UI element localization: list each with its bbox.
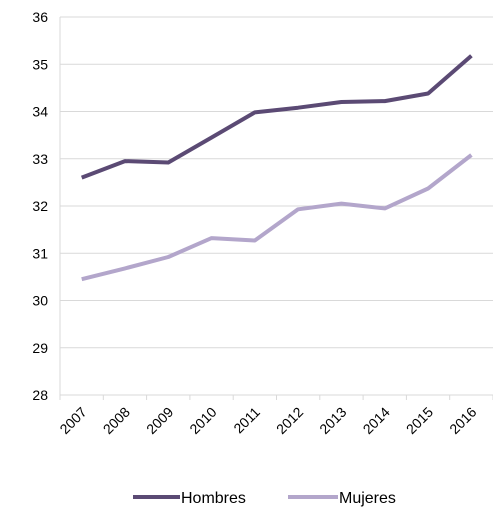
x-tick-label: 2014 bbox=[360, 404, 393, 437]
x-tick-label: 2012 bbox=[273, 404, 306, 437]
y-tick-label: 28 bbox=[32, 387, 48, 403]
x-tick-label: 2013 bbox=[316, 404, 349, 437]
axes bbox=[59, 17, 493, 400]
legend-item-mujeres: Mujeres bbox=[288, 490, 396, 507]
x-tick-label: 2009 bbox=[143, 404, 176, 437]
y-tick-label: 32 bbox=[32, 198, 48, 214]
y-tick-label: 31 bbox=[32, 245, 48, 261]
x-axis-tick-labels: 2007 2008 2009 2010 2011 2012 2013 2014 2015 2016 bbox=[56, 404, 479, 437]
y-tick-label: 33 bbox=[32, 151, 48, 167]
legend-item-hombres: Hombres bbox=[133, 490, 246, 507]
x-tick-label: 2010 bbox=[186, 404, 219, 437]
series-lines bbox=[80, 54, 473, 282]
series-line-mujeres bbox=[81, 153, 473, 282]
x-tick-label: 2015 bbox=[403, 404, 436, 437]
y-tick-label: 34 bbox=[32, 104, 48, 120]
x-tick-label: 2008 bbox=[100, 404, 133, 437]
y-tick-label: 35 bbox=[32, 56, 48, 72]
y-tick-label: 30 bbox=[32, 293, 48, 309]
x-tick-label: 2007 bbox=[56, 404, 89, 437]
series-line-hombres bbox=[80, 54, 473, 180]
x-tick-label: 2016 bbox=[446, 404, 479, 437]
y-tick-label: 29 bbox=[32, 340, 48, 356]
x-tick-label: 2011 bbox=[230, 404, 263, 437]
grid-lines bbox=[60, 16, 493, 349]
y-axis-tick-labels: 28 29 30 31 32 33 34 35 36 bbox=[32, 9, 48, 403]
legend-label: Hombres bbox=[181, 490, 246, 507]
y-tick-label: 36 bbox=[32, 9, 48, 25]
legend: Hombres Mujeres bbox=[133, 490, 396, 507]
legend-label: Mujeres bbox=[339, 490, 396, 507]
